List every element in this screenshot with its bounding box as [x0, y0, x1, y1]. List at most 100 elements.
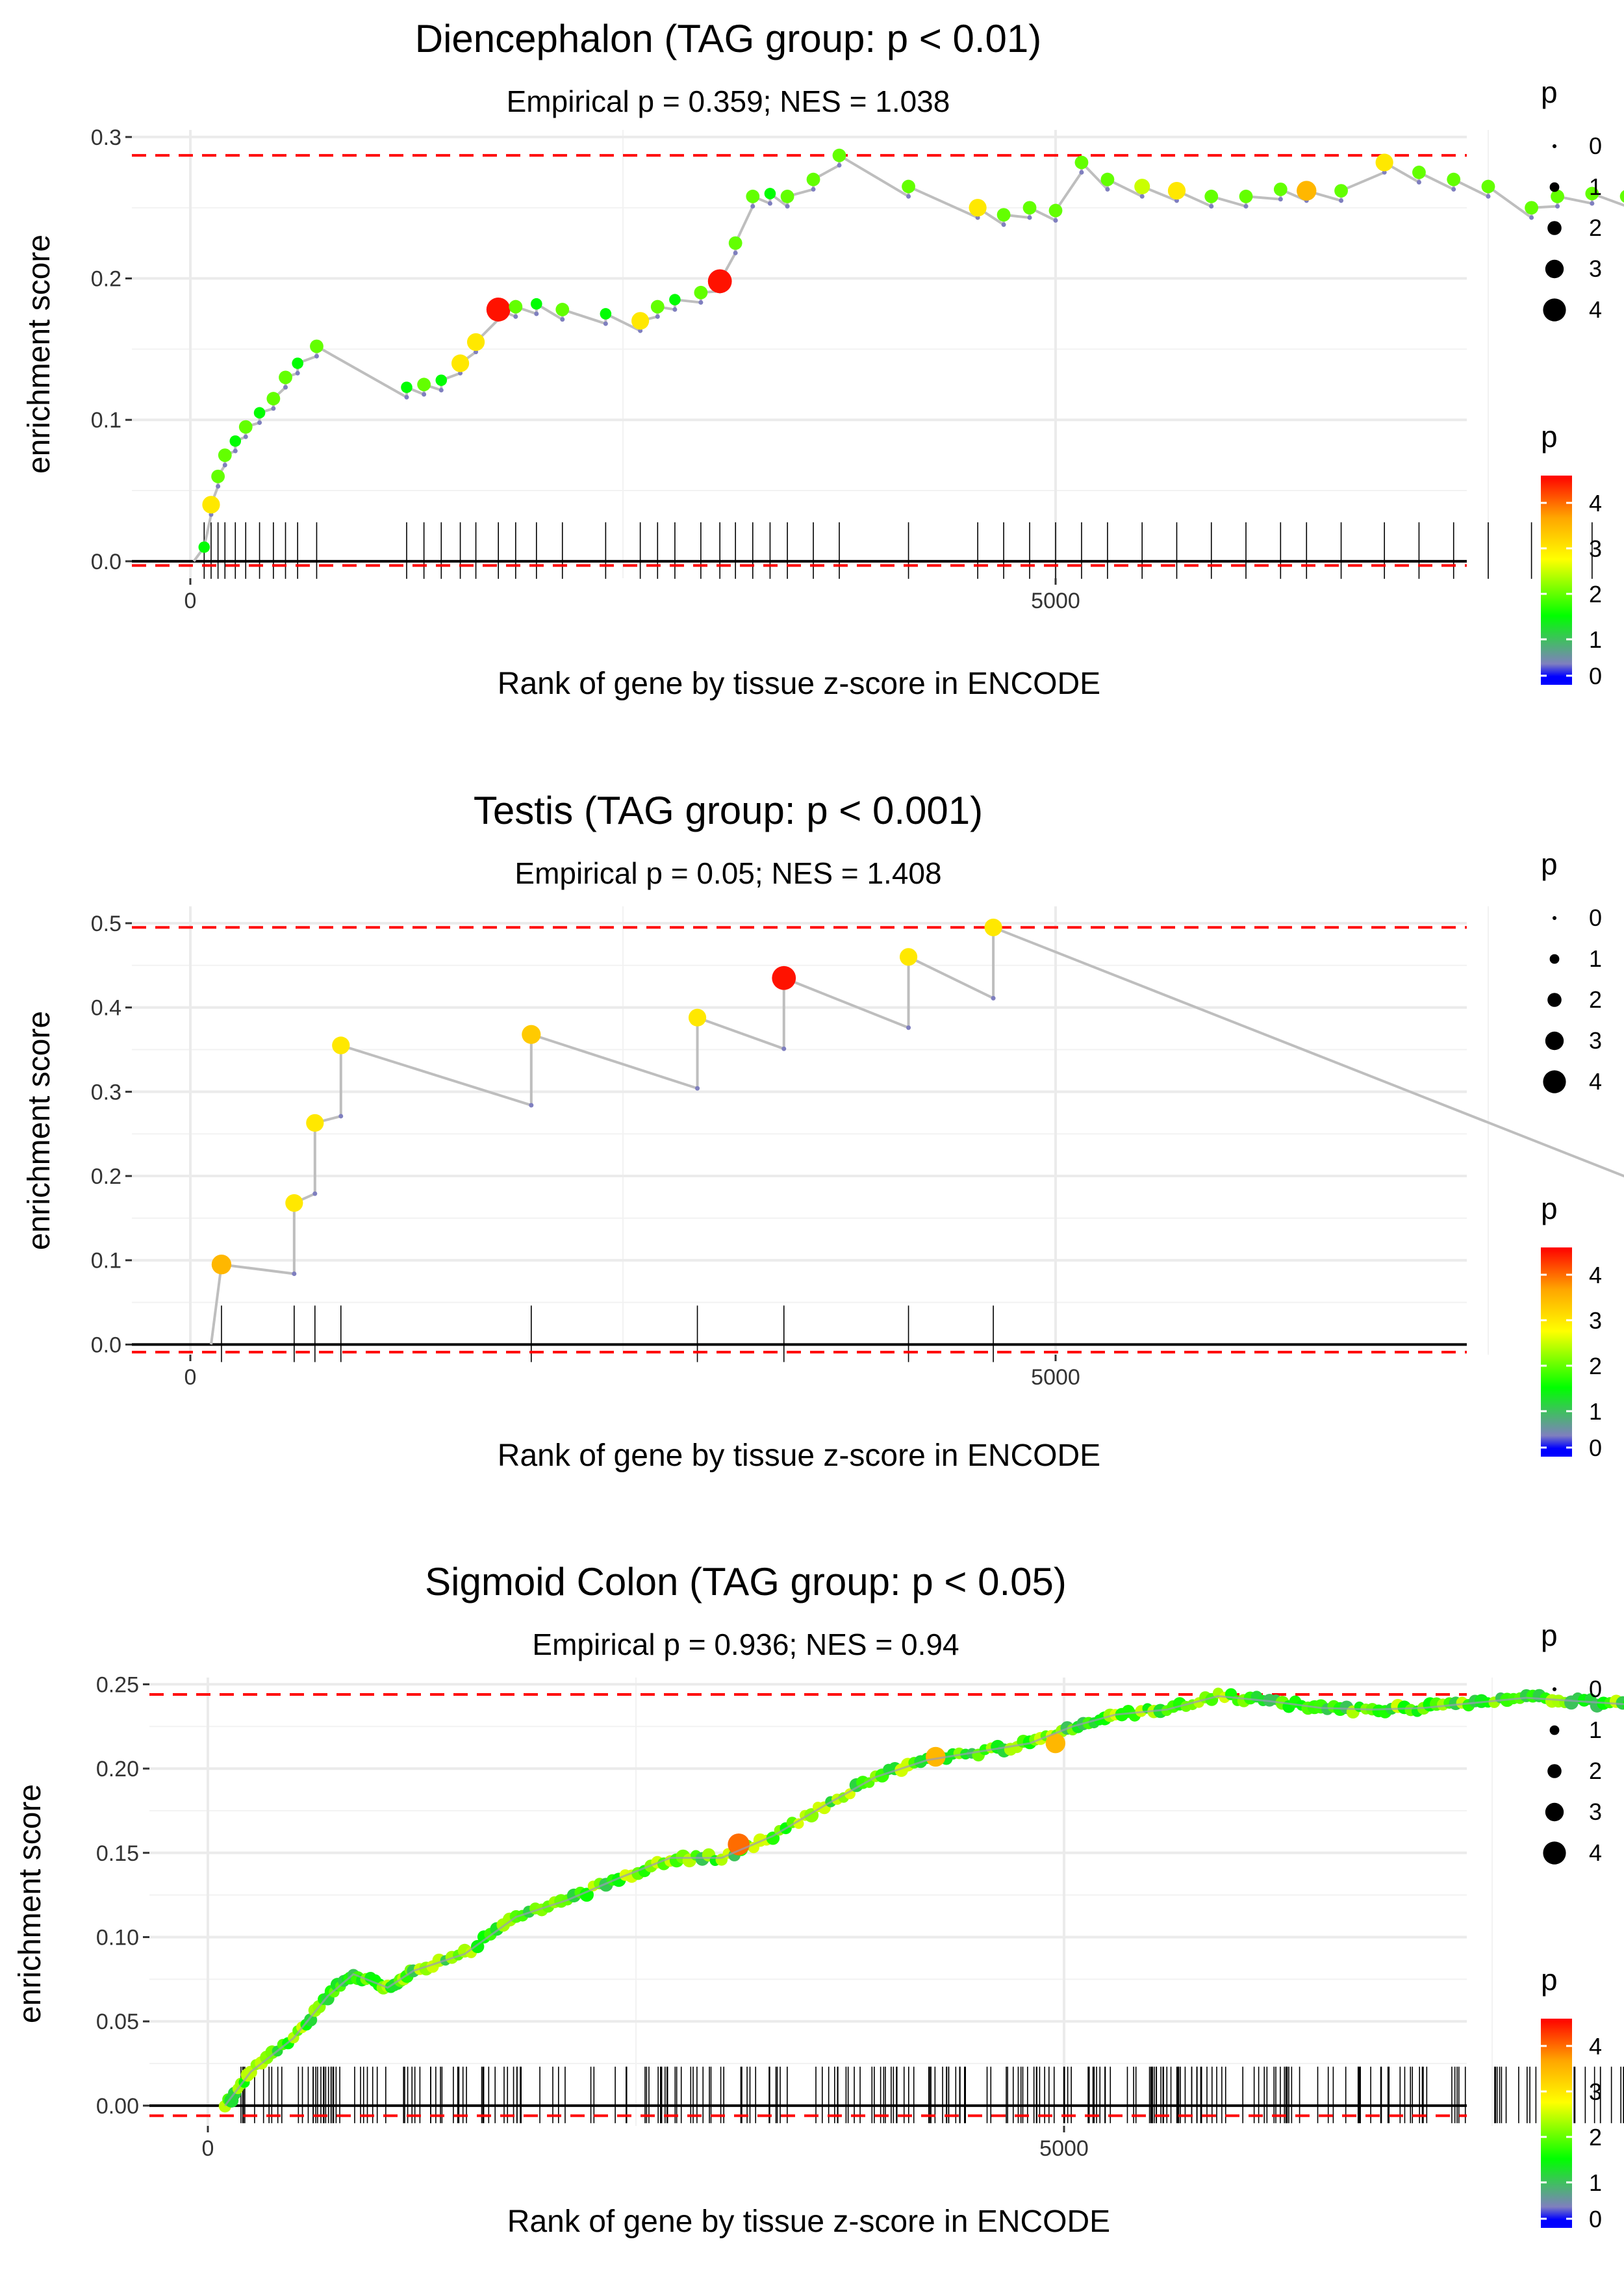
hit-point — [1525, 201, 1539, 215]
y-axis-ticks: 0.0 0.1 0.2 0.3 0.4 0.5 — [91, 912, 132, 1357]
y-tick-label: 0.1 — [91, 1249, 121, 1273]
chart-panel-sigmoid-colon: Sigmoid Colon (TAG group: p < 0.05) Empi… — [13, 1560, 1624, 2239]
size-key-label: 2 — [1589, 986, 1602, 1013]
trough-point — [733, 250, 738, 255]
hit-point — [1074, 155, 1089, 170]
trough-point — [1278, 197, 1283, 202]
hit-point — [306, 1114, 324, 1132]
x-axis-ticks: 0500010000 — [202, 2126, 1089, 2161]
color-key-label: 2 — [1589, 1353, 1602, 1379]
x-tick-label: 5000 — [1039, 2136, 1089, 2161]
x-tick-label: 5000 — [1031, 589, 1080, 613]
hit-point — [279, 370, 292, 385]
y-tick-label: 0.10 — [96, 1925, 139, 1950]
size-key-dot — [1543, 1070, 1566, 1093]
y-axis-title: enrichment score — [13, 1784, 47, 2023]
x-tick-label: 0 — [202, 2136, 214, 2161]
color-key-label: 1 — [1589, 626, 1602, 653]
trough-point — [1555, 204, 1560, 209]
size-key-label: 0 — [1589, 1676, 1602, 1702]
trough-point — [785, 204, 790, 209]
y-tick-label: 0.15 — [96, 1841, 139, 1866]
hit-point — [466, 333, 485, 351]
hit-rug — [203, 522, 1593, 579]
y-tick-label: 0.0 — [91, 1333, 121, 1357]
color-legend: 4 3 2 1 0 — [1541, 476, 1602, 689]
hit-point — [1551, 189, 1564, 203]
hit-point — [285, 1194, 303, 1212]
hit-point — [211, 469, 225, 483]
trough-point — [1451, 186, 1456, 192]
chart-title: Diencephalon (TAG group: p < 0.01) — [415, 17, 1041, 60]
hit-points — [211, 918, 1002, 1276]
y-tick-label: 0.3 — [91, 125, 121, 150]
trough-point — [767, 201, 772, 206]
trough-point — [781, 1046, 787, 1051]
hit-point — [1204, 189, 1219, 203]
hit-point — [211, 1255, 232, 1275]
y-axis-ticks: 0.0 0.1 0.2 0.3 — [91, 125, 132, 574]
hit-point — [417, 377, 431, 392]
trough-point — [314, 353, 319, 359]
y-tick-label: 0.00 — [96, 2094, 139, 2119]
hit-point — [332, 1036, 350, 1054]
hit-point — [555, 303, 570, 316]
y-tick-label: 0.1 — [91, 408, 121, 433]
trough-point — [837, 162, 842, 168]
trough-point — [560, 317, 565, 322]
es-line-spine — [224, 1695, 1624, 2106]
chart-subtitle: Empirical p = 0.936; NES = 0.94 — [532, 1628, 959, 1661]
hit-point — [435, 374, 448, 387]
hit-point — [218, 448, 232, 463]
hit-point — [728, 1833, 750, 1856]
y-tick-label: 0.05 — [96, 2010, 139, 2034]
trough-point — [1243, 204, 1249, 209]
size-key-label: 0 — [1589, 904, 1602, 931]
hit-point — [486, 298, 511, 322]
size-key-dot — [1545, 1031, 1564, 1051]
trough-point — [292, 1271, 297, 1276]
hit-point — [1375, 153, 1393, 172]
x-axis-title: Rank of gene by tissue z-score in ENCODE — [498, 667, 1100, 701]
y-axis-title: enrichment score — [22, 235, 57, 474]
color-key-label: 0 — [1589, 1435, 1602, 1461]
hit-points — [218, 1687, 1624, 2113]
size-key-dot — [1547, 993, 1562, 1007]
trough-point — [295, 370, 300, 376]
trough-point — [233, 448, 238, 454]
trough-point — [695, 1086, 700, 1091]
trough-point — [513, 314, 518, 319]
size-key-dot — [1553, 916, 1556, 920]
hit-point — [694, 285, 708, 300]
trough-point — [698, 300, 704, 305]
x-tick-label: 0 — [184, 589, 197, 613]
hit-point — [806, 172, 820, 186]
trough-point — [1486, 194, 1491, 199]
hit-point — [1585, 186, 1599, 201]
hit-point — [688, 1008, 707, 1027]
trough-point — [312, 1191, 318, 1196]
hit-point — [1616, 1696, 1624, 1710]
hit-point — [1447, 172, 1461, 186]
hit-point — [1048, 203, 1063, 218]
size-key-dot — [1543, 1841, 1566, 1865]
trough-point — [271, 406, 276, 411]
trough-point — [534, 311, 539, 316]
trough-point — [1001, 222, 1006, 227]
y-tick-label: 0.2 — [91, 267, 121, 292]
x-tick-label: 0 — [184, 1365, 197, 1390]
color-key-label: 1 — [1589, 1398, 1602, 1425]
size-legend: 0 1 2 3 4 — [1543, 133, 1602, 323]
trough-point — [1416, 180, 1421, 185]
hit-point — [202, 496, 220, 514]
size-key-dot — [1549, 182, 1560, 192]
legend-sigmoid-colon: p 0 1 2 3 4 p 4 3 2 1 0 — [1541, 1618, 1602, 2232]
trough-point — [1105, 186, 1110, 192]
trough-point — [283, 385, 288, 390]
color-key-label: 2 — [1589, 581, 1602, 607]
size-key-dot — [1547, 1764, 1562, 1778]
color-legend: 4 3 2 1 0 — [1541, 2019, 1602, 2232]
size-key-dot — [1549, 954, 1560, 964]
hit-point — [1134, 179, 1150, 195]
